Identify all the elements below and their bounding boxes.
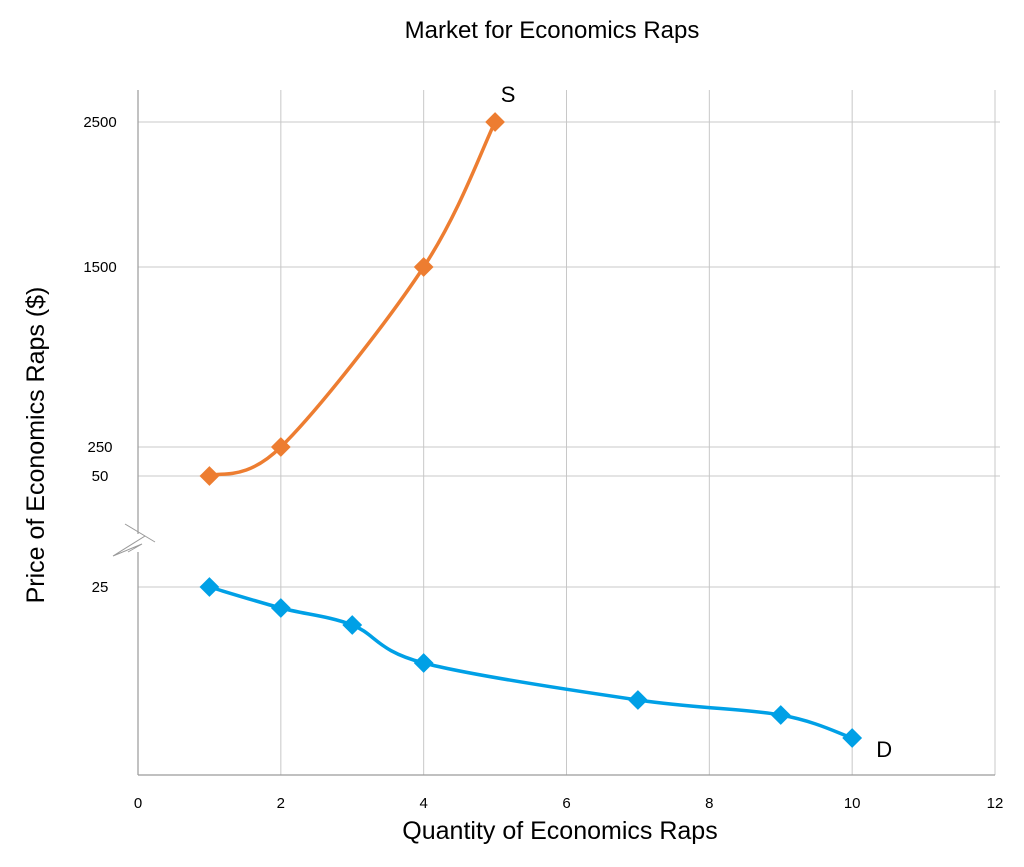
series-d: D (199, 577, 892, 762)
y-tick-label: 1500 (83, 259, 116, 276)
data-point (342, 615, 363, 635)
series-s: S (199, 82, 516, 486)
data-point (199, 466, 220, 486)
series-line (208, 585, 853, 740)
data-point (770, 705, 791, 725)
x-tick-label: 0 (134, 795, 142, 812)
tick-labels: 0 2 4 6 8 10 12 2500 1500 250 50 25 (83, 114, 1003, 812)
y-tick-label: 50 (92, 468, 109, 485)
grid (138, 90, 1000, 775)
x-tick-label: 2 (277, 795, 285, 812)
data-point (270, 437, 291, 457)
axes (112, 90, 995, 776)
y-tick-label: 250 (87, 439, 112, 456)
series: SD (199, 82, 892, 762)
chart-title: Market for Economics Raps (405, 17, 700, 44)
data-point (413, 257, 434, 277)
x-tick-label: 4 (419, 795, 427, 812)
x-tick-label: 8 (705, 795, 713, 812)
y-tick-label: 25 (92, 579, 109, 596)
data-point (628, 690, 648, 710)
x-tick-label: 12 (987, 795, 1004, 812)
axis-break-mark (112, 523, 156, 557)
y-tick-label: 2500 (83, 114, 116, 131)
data-point (199, 577, 220, 597)
x-tick-label: 10 (844, 795, 861, 812)
data-point (485, 112, 505, 132)
series-line (208, 121, 497, 478)
data-point (413, 653, 434, 673)
data-point (842, 728, 863, 748)
series-label-d: D (876, 737, 892, 762)
data-point (270, 598, 291, 618)
x-axis-title: Quantity of Economics Raps (402, 817, 717, 845)
y-axis-title: Price of Economics Raps ($) (22, 287, 50, 604)
x-tick-label: 6 (562, 795, 570, 812)
series-label-s: S (501, 82, 516, 107)
